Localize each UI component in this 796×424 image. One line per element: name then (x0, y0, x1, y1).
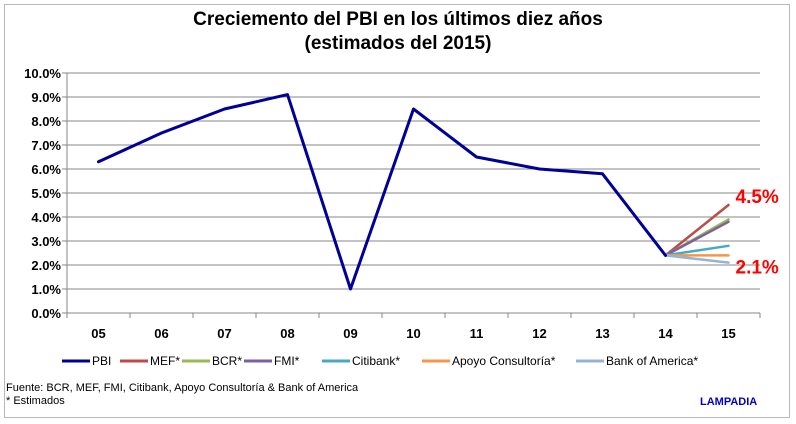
y-tick-label: 2.0% (31, 258, 61, 273)
series-line-pbi (97, 93, 667, 291)
legend-label: BCR* (212, 354, 242, 368)
series-line-mef (664, 203, 730, 257)
x-tick-label: 12 (532, 326, 546, 341)
legend-label: PBI (92, 354, 111, 368)
legend-label: Bank of America* (606, 354, 698, 368)
series-line-bank-of-america (664, 254, 730, 264)
source-text: Fuente: BCR, MEF, FMI, Citibank, Apoyo C… (6, 382, 359, 394)
x-tick-label: 13 (595, 326, 609, 341)
chart-title-line-2: (estimados del 2015) (305, 33, 492, 54)
y-tick-label: 7.0% (31, 138, 61, 153)
legend-label: Apoyo Consultoría* (452, 354, 556, 368)
x-tick-label: 14 (658, 326, 673, 341)
annotation-label: 4.5% (736, 187, 779, 208)
legend-label: Citibank* (352, 354, 400, 368)
x-tick-label: 06 (154, 326, 168, 341)
x-tick-label: 08 (280, 326, 294, 341)
y-tick-label: 4.0% (31, 210, 61, 225)
y-tick-label: 9.0% (31, 90, 61, 105)
legend-label: MEF* (150, 354, 180, 368)
x-tick-label: 05 (91, 326, 105, 341)
x-tick-label: 11 (470, 326, 484, 341)
chart-title-line-1: Creciemento del PBI en los últimos diez … (193, 9, 603, 30)
annotation-label: 2.1% (736, 258, 779, 279)
series-line-fmi (664, 220, 730, 257)
y-tick-label: 5.0% (31, 186, 61, 201)
y-tick-label: 6.0% (31, 162, 61, 177)
y-tick-label: 3.0% (31, 234, 61, 249)
y-tick-label: 0.0% (31, 306, 61, 321)
source-note: Fuente: BCR, MEF, FMI, Citibank, Apoyo C… (6, 382, 358, 408)
legend-label: FMI* (274, 354, 300, 368)
series-line-citibank (664, 244, 730, 257)
y-tick-label: 10.0% (24, 66, 61, 81)
x-tick-label: 10 (406, 326, 420, 341)
x-tick-label: 09 (343, 326, 357, 341)
x-tick-label: 07 (217, 326, 231, 341)
brand-label: LAMPADIA (700, 396, 758, 408)
y-tick-label: 8.0% (31, 114, 61, 129)
estimates-note: * Estimados (6, 395, 65, 407)
y-tick-label: 1.0% (31, 282, 61, 297)
x-tick-label: 15 (721, 326, 735, 341)
